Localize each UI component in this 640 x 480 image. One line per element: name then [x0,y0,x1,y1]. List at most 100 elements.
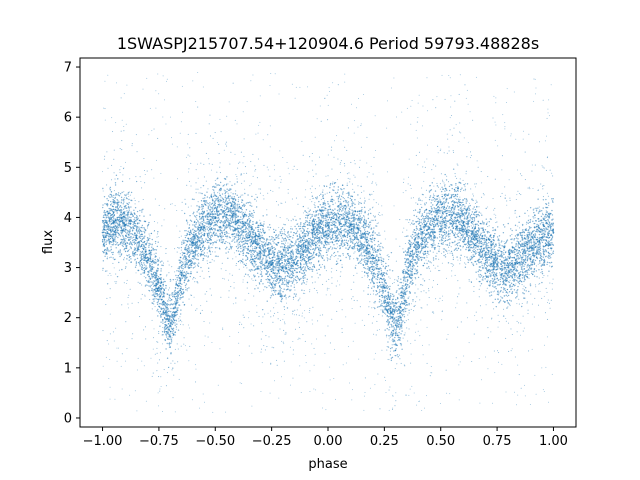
data-point [185,271,188,273]
data-point [178,266,181,268]
data-point [411,283,413,286]
data-point [465,228,467,230]
data-point [437,216,440,218]
data-point [370,287,373,289]
data-point [295,228,298,230]
data-point [201,229,204,231]
data-point [122,203,124,205]
data-point [542,248,544,250]
data-point [484,241,486,243]
data-point [165,287,167,289]
data-point [201,239,203,241]
data-point [249,204,251,207]
data-point [340,233,342,235]
data-point [395,316,397,318]
data-point [216,205,219,208]
data-point [313,251,315,253]
data-point [428,198,431,201]
data-point [225,225,227,227]
data-point [418,199,420,201]
data-point [404,321,406,324]
data-point [356,233,358,235]
data-point [523,293,525,295]
data-point [259,257,261,260]
data-point [269,268,272,271]
data-point [155,272,157,274]
data-point [237,246,240,248]
data-point [463,215,466,217]
data-point [433,221,435,224]
data-point [390,302,392,304]
data-point [185,272,187,274]
data-point [323,217,325,220]
data-point [472,208,474,210]
data-point [113,199,116,202]
data-point [123,219,126,221]
data-point [351,202,353,205]
data-point [248,232,250,234]
data-point [323,203,325,206]
data-point [331,198,333,201]
data-point [312,268,314,271]
data-point [490,269,492,271]
data-point [331,231,334,234]
data-point [232,210,234,213]
data-point [337,213,340,215]
data-point [136,257,139,260]
data-point [385,272,388,274]
data-point [475,216,477,218]
data-point [211,206,214,208]
data-point [486,222,488,225]
data-point [185,278,187,280]
data-point [169,299,171,302]
data-point [289,243,291,245]
data-point [536,236,539,239]
data-point [287,257,289,260]
data-point [151,294,154,296]
data-point [317,233,319,236]
data-point [464,188,467,190]
data-point [407,247,409,250]
data-point [540,233,543,236]
data-point [481,228,484,230]
data-point [530,226,532,229]
data-point [520,266,523,268]
data-point [327,258,329,260]
data-point [309,244,312,247]
data-point [403,285,405,287]
data-point [274,293,277,296]
data-point [464,205,466,208]
data-point [481,279,484,281]
data-point [453,233,456,236]
data-point [444,249,447,251]
data-point [317,227,319,229]
data-point [329,213,331,216]
data-point [209,247,211,249]
data-point [544,215,546,218]
data-point [426,267,428,269]
data-point [471,258,473,260]
data-point [483,237,486,240]
data-point [537,246,539,249]
data-point [471,226,474,229]
data-point [530,272,533,275]
data-point [378,232,380,234]
data-point [224,200,227,202]
data-point [374,267,376,269]
data-point [318,224,320,227]
data-point [445,222,448,224]
data-point [252,238,254,240]
data-point [181,241,183,243]
data-point [403,289,406,292]
data-point [433,197,436,200]
data-point [249,201,251,204]
data-point [236,194,238,197]
data-point [442,220,445,222]
data-point [333,232,335,235]
data-point [290,261,293,264]
data-point [552,198,554,200]
data-point [376,265,378,268]
data-point [514,266,516,269]
data-point [132,226,134,228]
data-point [271,293,274,295]
